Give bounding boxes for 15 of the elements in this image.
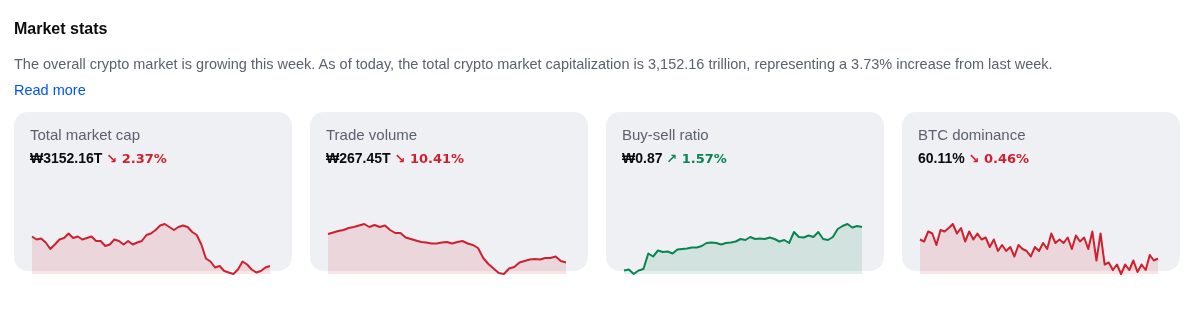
chart-subtitle: ₩3152.16T	[30, 150, 103, 166]
text: Read more	[14, 82, 87, 100]
chart-title: BTC dominance	[918, 126, 1027, 145]
text: ↗ 1.57%	[666, 151, 727, 166]
text: Market stats	[14, 20, 109, 39]
text: ↘ 0.46%	[968, 151, 1030, 166]
chart-title: Trade volume	[326, 126, 419, 145]
text: ↘ 10.41%	[394, 151, 465, 166]
chart-subtitle: ₩0.87	[622, 150, 663, 166]
chart-title: Buy-sell ratio	[622, 126, 710, 145]
text: ↘ 2.37%	[106, 151, 167, 166]
chart-title: Total market cap	[30, 126, 142, 145]
chart-subtitle: 60.11%	[918, 150, 965, 166]
text: The overall crypto market is growing this week. As of today, the total crypto market capitalization is 3,152.16 trillion, representing a 3.73% increase from last week.	[14, 56, 1054, 74]
chart-subtitle: ₩267.45T	[326, 150, 391, 166]
